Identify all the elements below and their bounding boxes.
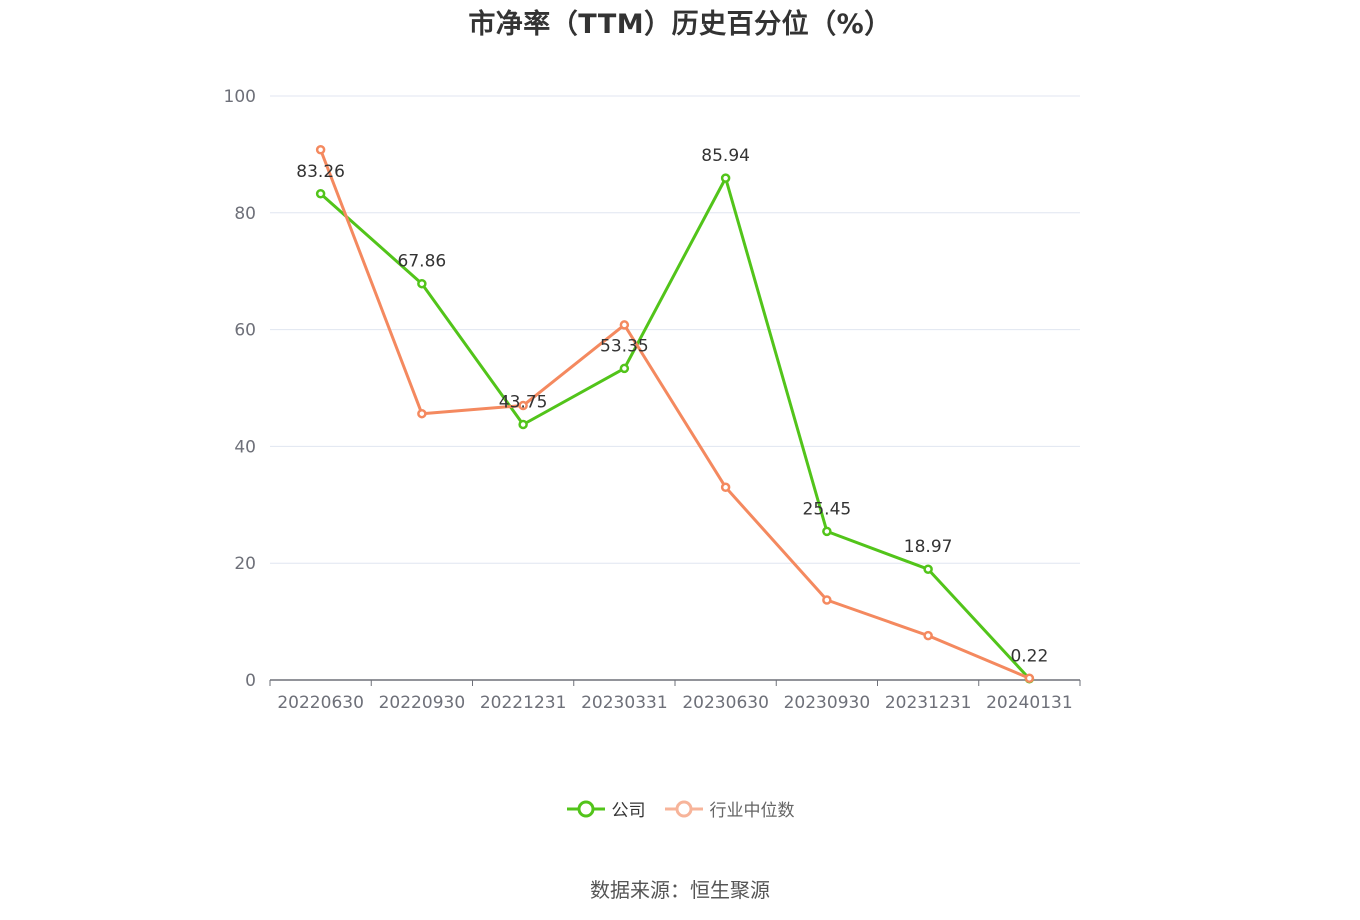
x-axis-ticks: 20220630 20220930 20221231 20230331 20230630… bbox=[277, 693, 1072, 713]
data-label: 0.22 bbox=[1010, 647, 1048, 667]
data-point-1[interactable] bbox=[720, 482, 731, 493]
data-point-0[interactable] bbox=[923, 564, 933, 574]
x-tick-label: 20230930 bbox=[784, 693, 871, 713]
y-tick-label: 40 bbox=[234, 437, 256, 457]
x-axis bbox=[269, 679, 1081, 686]
company-legend-icon bbox=[566, 800, 605, 817]
data-label: 83.26 bbox=[296, 162, 345, 182]
series-lines bbox=[315, 144, 1035, 684]
industry-legend-icon bbox=[664, 800, 703, 817]
y-tick-label: 80 bbox=[234, 204, 256, 224]
data-point-1[interactable] bbox=[1024, 673, 1035, 683]
legend-label-industry: 行业中位数 bbox=[709, 801, 795, 821]
series-line-1 bbox=[319, 149, 1030, 680]
x-tick-label: 20231231 bbox=[885, 693, 972, 713]
x-tick-label: 20230331 bbox=[581, 693, 668, 713]
y-tick-label: 20 bbox=[234, 554, 256, 574]
data-labels: 83.26 67.86 43.75 53.35 85.94 25.45 18.97 0.22 bbox=[296, 146, 1048, 667]
x-tick-label: 20220930 bbox=[379, 693, 466, 713]
data-point-1[interactable] bbox=[417, 408, 427, 419]
y-tick-label: 100 bbox=[224, 87, 256, 107]
data-point-0[interactable] bbox=[619, 363, 630, 374]
y-tick-label: 0 bbox=[245, 671, 256, 691]
x-tick-label: 20221231 bbox=[480, 693, 567, 713]
data-point-1[interactable] bbox=[619, 320, 630, 330]
data-label: 25.45 bbox=[803, 499, 852, 519]
data-source: 数据来源：恒生聚源 bbox=[590, 878, 770, 902]
y-tick-label: 60 bbox=[234, 321, 256, 341]
grid-lines bbox=[270, 95, 1080, 564]
y-axis-ticks: 0 20 40 60 80 100 bbox=[224, 87, 256, 691]
data-label: 18.97 bbox=[904, 537, 953, 557]
data-point-0[interactable] bbox=[720, 173, 731, 183]
data-point-1[interactable] bbox=[923, 630, 933, 641]
legend: 公司 行业中位数 bbox=[0, 796, 1360, 821]
data-label: 85.94 bbox=[701, 146, 750, 166]
x-tick-label: 20240131 bbox=[986, 693, 1073, 713]
x-tick-label: 20220630 bbox=[277, 693, 364, 713]
data-label: 67.86 bbox=[398, 252, 447, 272]
chart-title: 市净率（TTM）历史百分位（%） bbox=[468, 9, 892, 40]
data-label: 43.75 bbox=[499, 393, 548, 413]
legend-item-industry[interactable]: 行业中位数 bbox=[664, 796, 795, 821]
data-point-1[interactable] bbox=[822, 595, 832, 605]
data-point-0[interactable] bbox=[315, 189, 326, 199]
data-point-0[interactable] bbox=[518, 419, 528, 430]
data-point-0[interactable] bbox=[417, 278, 427, 289]
legend-label-company: 公司 bbox=[611, 801, 646, 821]
x-tick-label: 20230630 bbox=[682, 693, 769, 713]
legend-item-company[interactable]: 公司 bbox=[566, 796, 646, 821]
data-label: 53.35 bbox=[600, 336, 649, 356]
data-point-1[interactable] bbox=[518, 400, 528, 411]
data-point-0[interactable] bbox=[822, 526, 832, 537]
data-point-1[interactable] bbox=[315, 144, 326, 155]
series-line-0 bbox=[319, 176, 1031, 680]
